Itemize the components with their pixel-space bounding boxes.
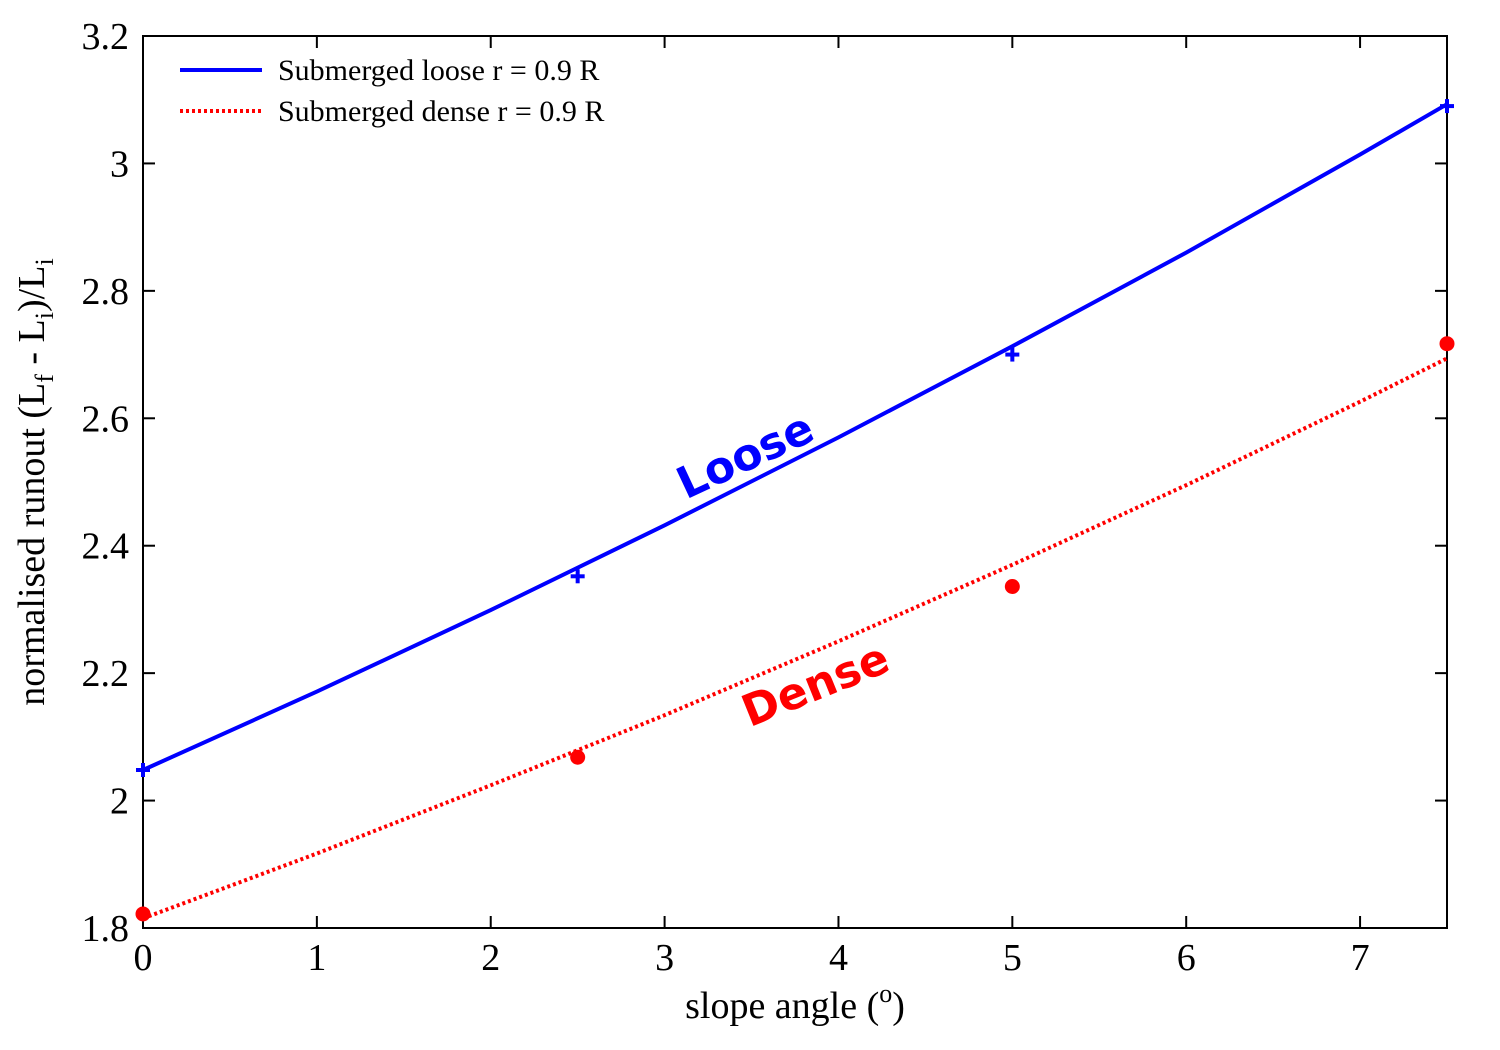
- data-point-loose: [570, 569, 585, 584]
- data-point-loose: [136, 762, 150, 777]
- y-tick-label: 2: [110, 781, 129, 823]
- axis-ticks: [142, 35, 1447, 929]
- series-line-loose: [142, 102, 1449, 772]
- y-axis-title: normalised runout (Lf - Li)/Li: [11, 258, 59, 705]
- annotation-loose: Loose: [669, 402, 822, 509]
- y-tick-label: 2.8: [82, 271, 130, 313]
- data-point-loose: [1005, 347, 1020, 362]
- data-point-loose: [1440, 99, 1454, 114]
- fit-lines: [142, 102, 1449, 921]
- y-tick-label: 3.2: [82, 16, 130, 58]
- series-line-dense: [142, 356, 1448, 921]
- y-tick-label: 2.2: [82, 653, 130, 695]
- plot-frame: [142, 35, 1448, 929]
- y-tick-label: 2.4: [82, 526, 130, 568]
- legend: Submerged loose r = 0.9 R Submerged dens…: [180, 54, 604, 128]
- data-point-dense: [135, 906, 151, 922]
- x-axis-title: slope angle (o): [685, 979, 905, 1027]
- legend-label-loose: Submerged loose r = 0.9 R: [278, 54, 599, 87]
- y-tick-label: 3: [110, 143, 129, 185]
- x-tick-label: 0: [134, 937, 153, 979]
- data-markers: [135, 99, 1455, 922]
- annotation-dense: Dense: [735, 633, 897, 738]
- x-tick-label: 4: [829, 937, 848, 979]
- x-tick-label: 1: [307, 937, 326, 979]
- y-tick-labels: 1.8 2 2.2 2.4 2.6 2.8 3 3.2: [82, 16, 130, 950]
- data-point-dense: [1439, 336, 1455, 352]
- x-tick-label: 5: [1003, 937, 1022, 979]
- x-tick-labels: 0 1 2 3 4 5 6 7: [134, 937, 1370, 979]
- curve-annotations: Loose Dense: [669, 402, 896, 737]
- legend-label-dense: Submerged dense r = 0.9 R: [278, 95, 604, 128]
- data-point-dense: [1004, 578, 1020, 594]
- data-point-dense: [570, 749, 586, 765]
- x-tick-label: 2: [481, 937, 500, 979]
- y-tick-label: 2.6: [82, 398, 130, 440]
- x-tick-label: 6: [1177, 937, 1196, 979]
- y-tick-label: 1.8: [82, 908, 130, 950]
- x-tick-label: 3: [655, 937, 674, 979]
- x-tick-label: 7: [1351, 937, 1370, 979]
